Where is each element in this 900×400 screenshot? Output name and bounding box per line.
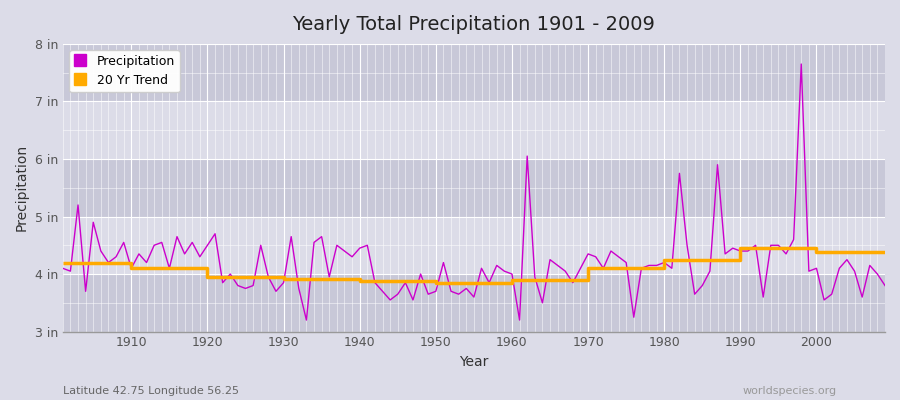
Title: Yearly Total Precipitation 1901 - 2009: Yearly Total Precipitation 1901 - 2009 xyxy=(292,15,655,34)
Text: Latitude 42.75 Longitude 56.25: Latitude 42.75 Longitude 56.25 xyxy=(63,386,239,396)
Bar xyxy=(63,44,885,102)
Bar xyxy=(63,274,885,332)
Bar xyxy=(63,216,885,274)
Y-axis label: Precipitation: Precipitation xyxy=(15,144,29,231)
Legend: Precipitation, 20 Yr Trend: Precipitation, 20 Yr Trend xyxy=(69,50,180,92)
Text: worldspecies.org: worldspecies.org xyxy=(742,386,837,396)
Bar xyxy=(63,159,885,216)
X-axis label: Year: Year xyxy=(459,355,489,369)
Bar xyxy=(63,102,885,159)
